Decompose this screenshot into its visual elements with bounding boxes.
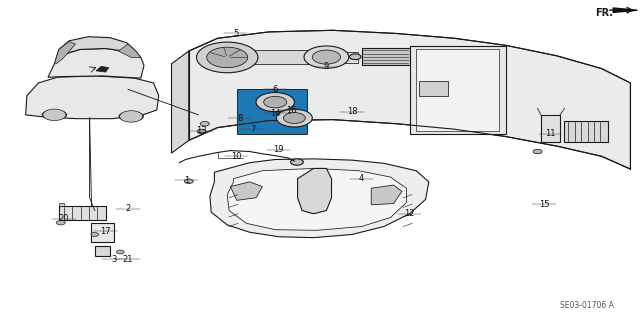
Text: 17: 17 — [100, 227, 111, 236]
Circle shape — [349, 54, 361, 60]
Polygon shape — [371, 185, 402, 205]
Circle shape — [304, 46, 349, 68]
Polygon shape — [59, 206, 106, 220]
Circle shape — [196, 42, 258, 73]
Polygon shape — [326, 52, 358, 63]
Polygon shape — [96, 66, 109, 72]
Text: 1: 1 — [184, 176, 189, 185]
Text: 8: 8 — [237, 114, 243, 122]
Polygon shape — [541, 115, 560, 142]
Text: 21: 21 — [123, 255, 133, 263]
Polygon shape — [416, 49, 499, 131]
Polygon shape — [54, 41, 76, 64]
Circle shape — [116, 250, 124, 254]
Polygon shape — [118, 44, 141, 57]
Polygon shape — [26, 76, 159, 119]
Text: 6: 6 — [273, 85, 278, 94]
Polygon shape — [189, 30, 630, 169]
Polygon shape — [564, 121, 608, 142]
Polygon shape — [59, 220, 64, 223]
Polygon shape — [227, 50, 326, 64]
Circle shape — [284, 113, 305, 123]
Circle shape — [120, 111, 143, 122]
Polygon shape — [95, 246, 110, 256]
Text: 5: 5 — [233, 29, 238, 38]
Polygon shape — [59, 203, 64, 206]
Text: SE03-01706 A: SE03-01706 A — [560, 301, 614, 310]
Polygon shape — [172, 51, 189, 153]
Text: 19: 19 — [273, 145, 284, 154]
Circle shape — [56, 220, 65, 225]
Polygon shape — [298, 168, 332, 214]
Circle shape — [184, 179, 193, 183]
Polygon shape — [230, 182, 262, 200]
Polygon shape — [410, 46, 506, 134]
Text: 13: 13 — [196, 126, 207, 135]
Text: 3: 3 — [111, 255, 116, 263]
Circle shape — [533, 149, 542, 154]
Circle shape — [91, 233, 99, 236]
Text: 14: 14 — [270, 109, 280, 118]
Circle shape — [291, 159, 303, 165]
Polygon shape — [91, 223, 114, 242]
Polygon shape — [362, 48, 410, 65]
Polygon shape — [54, 37, 141, 64]
Text: 18: 18 — [347, 107, 357, 116]
Text: 9: 9 — [324, 63, 329, 71]
Polygon shape — [210, 159, 429, 238]
Circle shape — [207, 47, 248, 68]
Text: 12: 12 — [404, 209, 415, 218]
Text: 2: 2 — [125, 204, 131, 213]
Circle shape — [43, 109, 66, 121]
Polygon shape — [48, 48, 144, 78]
Text: 15: 15 — [539, 200, 549, 209]
Circle shape — [264, 96, 287, 108]
Polygon shape — [227, 168, 406, 230]
Text: 10: 10 — [232, 152, 242, 161]
Polygon shape — [419, 81, 448, 96]
Circle shape — [200, 122, 209, 126]
Circle shape — [256, 93, 294, 112]
Text: 20: 20 — [59, 214, 69, 223]
Circle shape — [197, 129, 206, 134]
Polygon shape — [613, 8, 637, 12]
Text: 7: 7 — [250, 125, 255, 134]
Circle shape — [312, 50, 340, 64]
Circle shape — [276, 109, 312, 127]
Polygon shape — [237, 89, 307, 134]
Text: 16: 16 — [286, 106, 296, 115]
Text: FR.: FR. — [595, 8, 613, 18]
Text: 4: 4 — [359, 174, 364, 183]
Text: 11: 11 — [545, 130, 556, 138]
